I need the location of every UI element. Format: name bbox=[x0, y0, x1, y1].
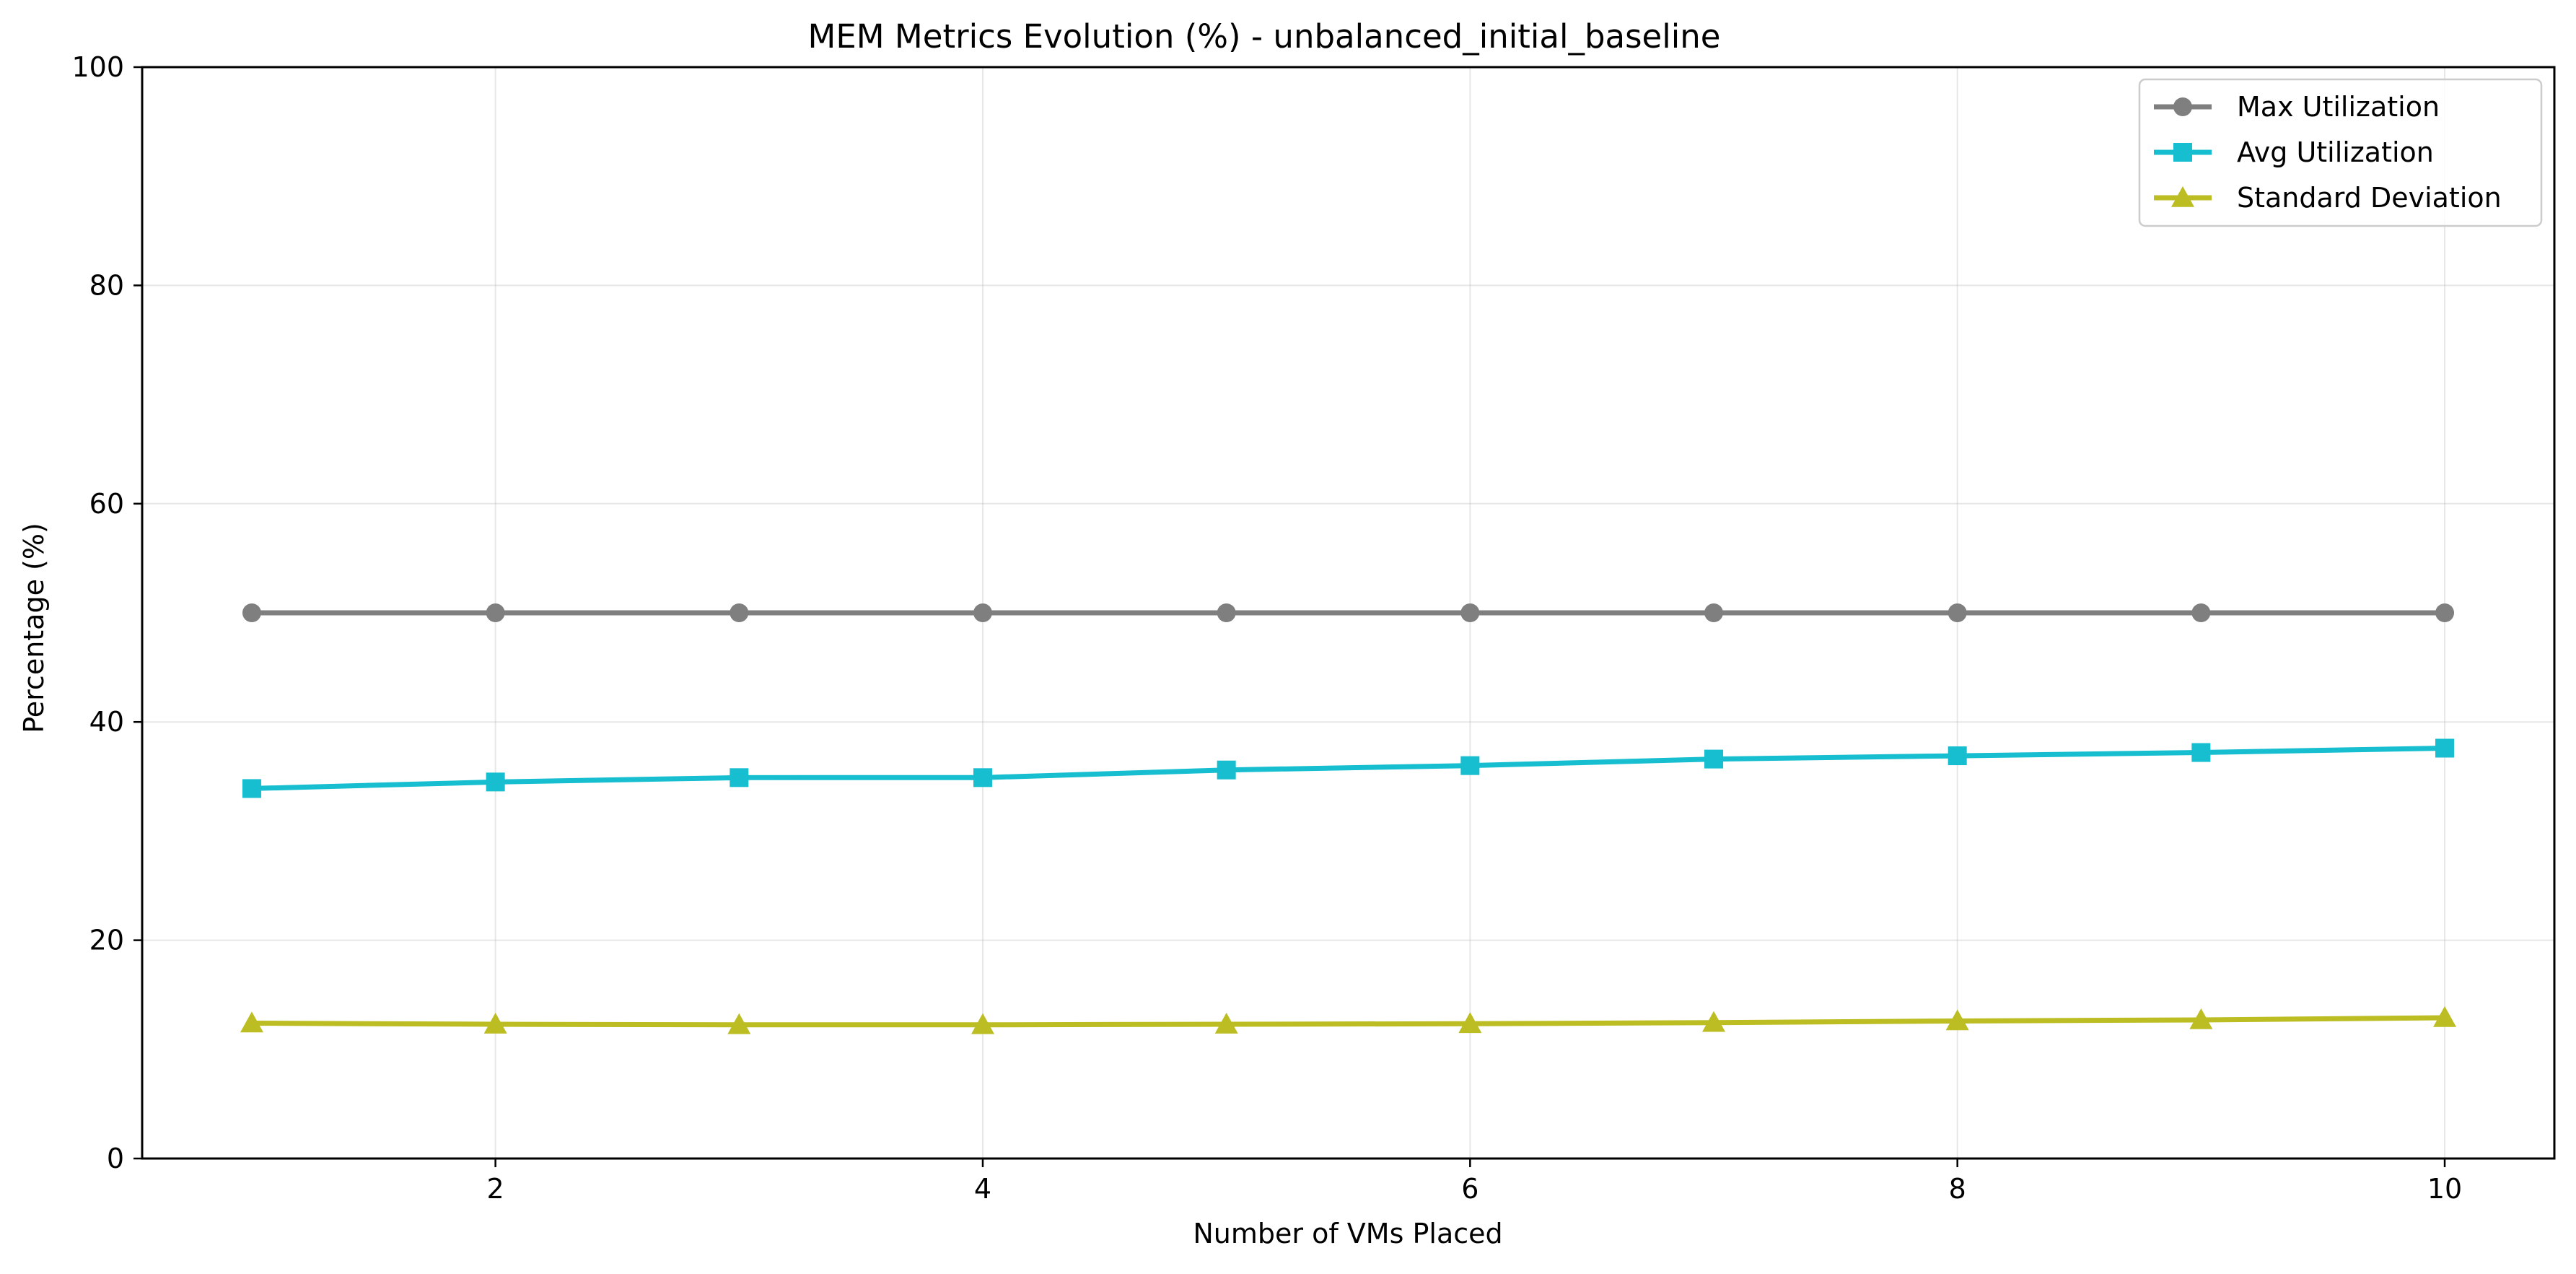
legend-label: Avg Utilization bbox=[2237, 136, 2434, 168]
data-point bbox=[2435, 603, 2455, 622]
y-tick-label: 20 bbox=[89, 925, 124, 956]
legend-marker bbox=[2173, 143, 2192, 162]
data-point bbox=[1458, 1012, 1482, 1034]
series-line bbox=[249, 1015, 2448, 1028]
legend-label: Standard Deviation bbox=[2237, 182, 2502, 214]
series-2 bbox=[240, 1005, 2457, 1034]
data-point bbox=[1945, 1009, 1969, 1031]
data-point bbox=[730, 768, 749, 787]
legend: Max Utilization Avg Utilization Standard D… bbox=[2138, 78, 2543, 227]
series-layer bbox=[240, 603, 2457, 1034]
plot-frame bbox=[141, 66, 2556, 1160]
x-axis-label: Number of VMs Placed bbox=[1193, 1218, 1502, 1249]
x-tick-label: 8 bbox=[1949, 1173, 1966, 1205]
data-point bbox=[2189, 1008, 2213, 1029]
y-tick-label: 80 bbox=[89, 269, 124, 301]
data-point bbox=[2433, 1005, 2457, 1027]
data-point bbox=[973, 768, 992, 787]
data-point bbox=[1704, 603, 1724, 622]
data-point bbox=[1217, 760, 1236, 780]
data-point bbox=[730, 603, 749, 622]
series-line bbox=[249, 745, 2448, 791]
data-point bbox=[240, 1011, 263, 1033]
data-point bbox=[2191, 743, 2211, 762]
legend-item: Avg Utilization bbox=[2154, 136, 2434, 168]
y-tick-label: 0 bbox=[107, 1143, 124, 1174]
x-tick-label: 6 bbox=[1461, 1173, 1478, 1205]
data-point bbox=[1460, 756, 1480, 775]
data-point bbox=[1702, 1011, 1726, 1032]
y-tick-label: 100 bbox=[71, 51, 124, 83]
y-axis-label: Percentage (%) bbox=[18, 523, 50, 733]
data-point bbox=[1214, 1013, 1238, 1034]
series-0 bbox=[242, 603, 2455, 622]
data-point bbox=[971, 1013, 994, 1034]
legend-item: Standard Deviation bbox=[2154, 182, 2502, 214]
data-point bbox=[727, 1013, 751, 1034]
legend-box bbox=[2138, 78, 2543, 227]
data-point bbox=[242, 779, 261, 798]
data-point bbox=[486, 603, 505, 622]
data-point bbox=[1704, 749, 1724, 769]
legend-marker bbox=[2171, 186, 2194, 207]
data-point bbox=[1948, 746, 1967, 766]
data-point bbox=[483, 1013, 507, 1034]
data-point bbox=[973, 603, 992, 622]
data-point bbox=[2435, 738, 2455, 758]
legend-item: Max Utilization bbox=[2154, 91, 2440, 123]
x-tick-label: 2 bbox=[487, 1173, 504, 1205]
y-tick-label: 60 bbox=[89, 488, 124, 520]
chart-title: MEM Metrics Evolution (%) - unbalanced_i… bbox=[808, 17, 1721, 56]
data-point bbox=[242, 603, 261, 622]
data-point bbox=[486, 772, 505, 792]
series-1 bbox=[242, 738, 2455, 798]
x-tick-label: 10 bbox=[2427, 1173, 2462, 1205]
legend-label: Max Utilization bbox=[2237, 91, 2440, 123]
y-tick-label: 40 bbox=[89, 706, 124, 738]
data-point bbox=[2191, 603, 2211, 622]
data-point bbox=[1948, 603, 1967, 622]
data-point bbox=[1460, 603, 1480, 622]
legend-marker bbox=[2173, 97, 2192, 116]
x-tick-label: 4 bbox=[974, 1173, 991, 1205]
data-point bbox=[1217, 603, 1236, 622]
